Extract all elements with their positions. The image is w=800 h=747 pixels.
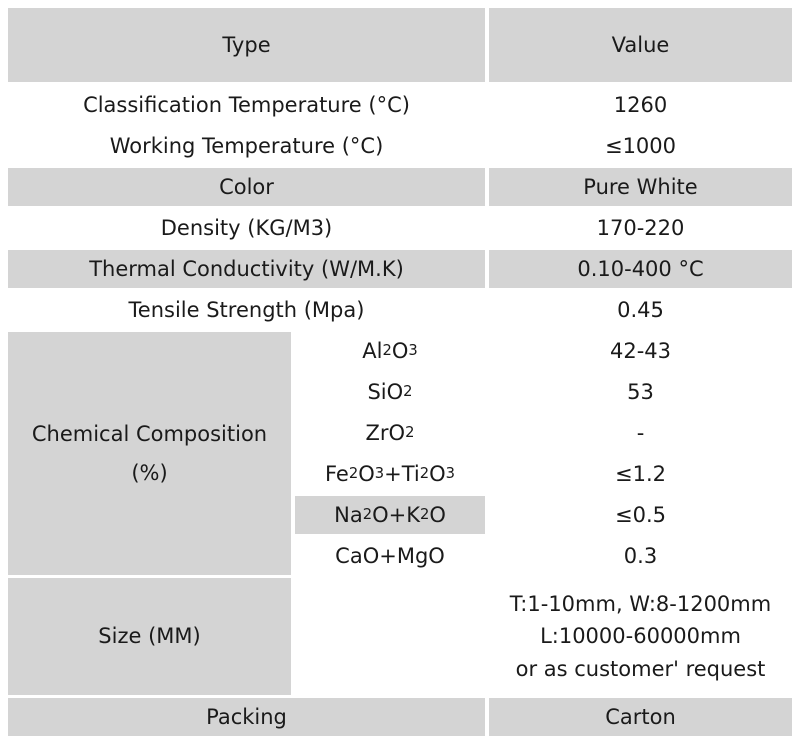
size-line-2: L:10000-60000mm <box>540 624 741 649</box>
size-line-3: or as customer' request <box>515 656 766 681</box>
row-type-tensile-strength: Tensile Strength (Mpa) <box>8 291 485 329</box>
size-empty-cell <box>295 578 485 695</box>
row-value-thermal-conductivity: 0.10-400 °C <box>489 250 792 288</box>
chem-formula-al2o3: Al 2 O 3 <box>295 332 485 370</box>
row-value-classification-temperature: 1260 <box>489 86 792 124</box>
row-value-working-temperature: ≤1000 <box>489 127 792 165</box>
chemical-label-line2: (%) <box>131 460 168 485</box>
packing-label: Packing <box>8 698 485 736</box>
packing-value: Carton <box>489 698 792 736</box>
row-type-thermal-conductivity: Thermal Conductivity (W/M.K) <box>8 250 485 288</box>
chem-value-cao-mgo: 0.3 <box>489 537 792 575</box>
header-type: Type <box>8 8 485 82</box>
row-type-working-temperature: Working Temperature (°C) <box>8 127 485 165</box>
size-value: T:1-10mm, W:8-1200mm L:10000-60000mm or … <box>489 578 792 695</box>
chem-formula-cao-mgo: CaO+MgO <box>295 537 485 575</box>
chem-value-al2o3: 42-43 <box>489 332 792 370</box>
header-value: Value <box>489 8 792 82</box>
row-type-classification-temperature: Classification Temperature (°C) <box>8 86 485 124</box>
chemical-label-line1: Chemical Composition <box>31 422 268 447</box>
chem-formula-fe2o3-ti2o3: Fe 2 O 3 +Ti 2 O 3 <box>295 455 485 493</box>
chem-formula-zro2: ZrO 2 <box>295 414 485 452</box>
chem-value-na2o-k2o: ≤0.5 <box>489 496 792 534</box>
size-line-1: T:1-10mm, W:8-1200mm <box>509 591 772 616</box>
row-type-density: Density (KG/M3) <box>8 209 485 247</box>
row-value-color: Pure White <box>489 168 792 206</box>
chem-formula-sio2: SiO 2 <box>295 373 485 411</box>
chem-value-sio2: 53 <box>489 373 792 411</box>
chemical-composition-label: Chemical Composition (%) <box>8 332 291 575</box>
row-value-tensile-strength: 0.45 <box>489 291 792 329</box>
chem-value-zro2: - <box>489 414 792 452</box>
size-label: Size (MM) <box>8 578 291 695</box>
row-type-color: Color <box>8 168 485 206</box>
row-value-density: 170-220 <box>489 209 792 247</box>
chem-value-fe2o3-ti2o3: ≤1.2 <box>489 455 792 493</box>
chem-formula-na2o-k2o: Na 2 O+K 2 O <box>295 496 485 534</box>
